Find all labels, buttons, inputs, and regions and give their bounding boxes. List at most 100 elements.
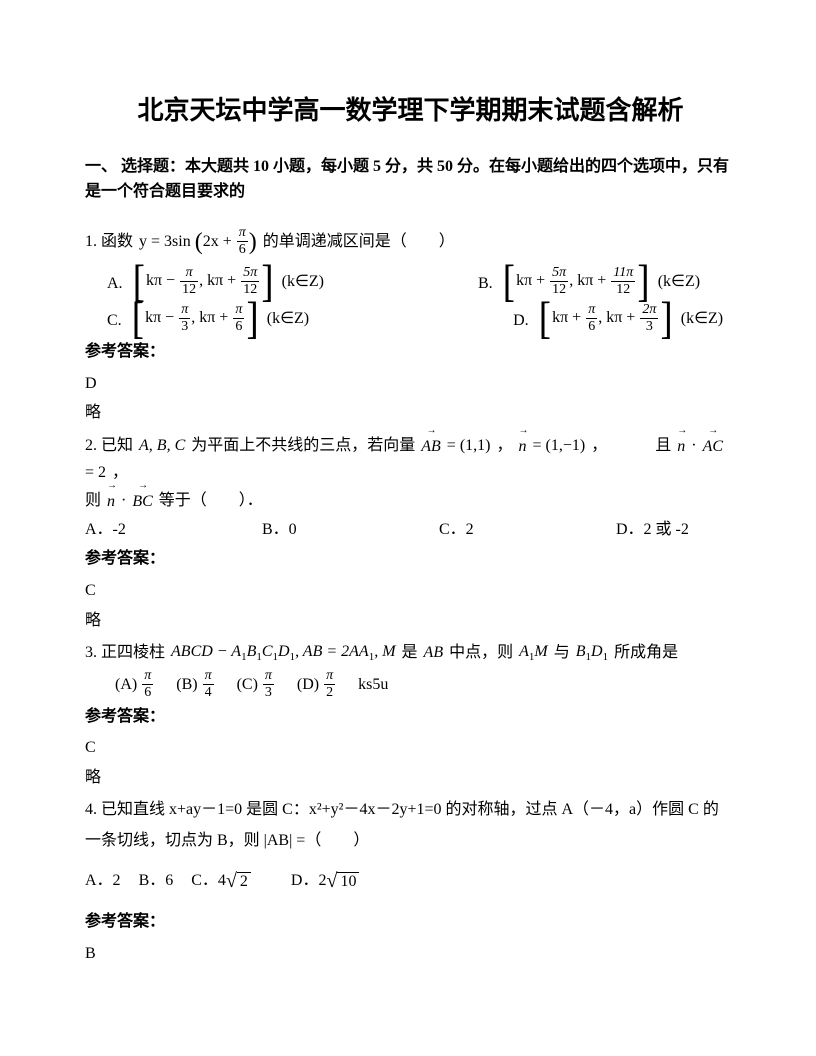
arrow-icon: →: [677, 428, 685, 434]
arrow-icon: →: [519, 428, 527, 434]
q3-answer: C: [85, 735, 736, 761]
vector-AB: →AB: [421, 432, 441, 460]
answer-heading: 参考答案：: [85, 704, 736, 730]
q3-brief: 略: [85, 765, 736, 791]
q1-optA-label: A.: [107, 271, 123, 299]
q1-optD-expr: [ kπ + π6, kπ + 2π3 ] (k∈Z): [537, 302, 723, 335]
frac-n: π: [233, 303, 244, 319]
q2-and: 且: [655, 433, 671, 459]
frac-d: 12: [611, 282, 635, 297]
answer-heading: 参考答案：: [85, 909, 736, 935]
q4-optD: D．2√10: [291, 868, 360, 894]
q1-optC-label: C.: [107, 308, 122, 336]
frac-n: 11π: [611, 266, 635, 282]
q1-optD-label: D.: [513, 308, 529, 336]
sqrt-icon: √10: [326, 872, 359, 891]
q3-optC-label: (C): [237, 672, 258, 698]
q3-mid2: 中点，则: [449, 640, 513, 666]
q3-prefix: 3. 正四棱柱: [85, 640, 165, 666]
rbracket-icon: ]: [636, 265, 651, 298]
q4-optD-label: D．2: [291, 872, 327, 889]
q4-optC: C．4√2: [191, 868, 251, 894]
sqrt-icon: √2: [226, 872, 251, 891]
q2-answer: C: [85, 578, 736, 604]
q4-options: A．2 B．6 C．4√2 D．2√10: [85, 868, 736, 894]
q1-argfrac: π6: [237, 226, 248, 257]
arrow-icon: →: [421, 428, 441, 434]
q1-optD-tail: (k∈Z): [681, 306, 723, 332]
q1-options-row1: A. [ kπ − π12, kπ + 5π12 ] (k∈Z) B. [ kπ…: [85, 265, 736, 298]
frac-n: π: [203, 669, 214, 685]
section-heading: 一、 选择题：本大题共 10 小题，每小题 5 分，共 50 分。在每小题给出的…: [85, 154, 736, 205]
vector-n3: →n: [107, 487, 115, 515]
q1-arg-pre: 2x +: [203, 233, 236, 250]
q3-options: (A) π6 (B) π4 (C) π3 (D) π2 ks5u: [115, 669, 736, 700]
vector-BC: →BC: [132, 487, 152, 515]
frac-d: 12: [180, 282, 198, 297]
q2-optC: C．2: [439, 517, 616, 543]
q1-optA-expr: [ kπ − π12, kπ + 5π12 ] (k∈Z): [131, 265, 324, 298]
q3-B1D1: B1D1: [576, 639, 608, 667]
q2-n-eq: = (1,−1): [533, 433, 586, 459]
frac-d: 6: [142, 685, 153, 700]
question-4-line2: 一条切线，切点为 B，则 |AB| =（ ）: [85, 828, 736, 854]
q1-options-row2: C. [ kπ − π3, kπ + π6 ] (k∈Z) D. [ kπ + …: [85, 302, 736, 335]
q3-tail: ks5u: [358, 672, 388, 698]
frac-d: 2: [324, 685, 335, 700]
q4-optC-label: C．4: [191, 872, 226, 889]
q3-AB: AB: [424, 640, 444, 666]
text: ，: [591, 433, 607, 459]
q1-func-pre: y = 3sin: [139, 233, 191, 250]
question-2-line2: 则 →n · →BC 等于（ ）．: [85, 487, 736, 515]
answer-heading: 参考答案：: [85, 339, 736, 365]
frac-n: 5π: [550, 266, 568, 282]
q3-mid4: 所成角是: [614, 640, 678, 666]
rbracket-icon: ]: [260, 265, 275, 298]
frac-n: π: [180, 266, 198, 282]
q1-prefix: 1. 函数: [85, 229, 133, 255]
frac-n: π: [237, 226, 248, 242]
frac-n: 5π: [241, 266, 259, 282]
lbracket-icon: [: [501, 265, 516, 298]
frac-n: π: [324, 669, 335, 685]
q2-then: 则: [85, 488, 101, 514]
q3-A1M: A1M: [519, 639, 548, 667]
rparen-icon: ): [249, 229, 257, 255]
q1-answer: D: [85, 371, 736, 397]
q1-optC-expr: [ kπ − π3, kπ + π6 ] (k∈Z): [130, 302, 309, 335]
q3-mid3: 与: [554, 640, 570, 666]
lparen-icon: (: [195, 229, 203, 255]
lbracket-icon: [: [130, 302, 145, 335]
q1-optB-label: B.: [478, 271, 493, 299]
page-title: 北京天坛中学高一数学理下学期期末试题含解析: [85, 90, 736, 132]
frac-d: 6: [237, 242, 248, 257]
q1-brief: 略: [85, 400, 736, 426]
q3-optA: (A) π6: [115, 669, 154, 700]
text: ，: [496, 433, 512, 459]
dot-op: ·: [691, 433, 696, 459]
answer-heading: 参考答案：: [85, 546, 736, 572]
q2-options: A．-2 B．0 C．2 D．2 或 -2: [85, 517, 736, 543]
arrow-icon: →: [132, 483, 152, 489]
question-4-line1: 4. 已知直线 x+ay－1=0 是圆 C：x²+y²－4x－2y+1=0 的对…: [85, 797, 736, 823]
q1-func: y = 3sin (2x + π6): [139, 223, 257, 261]
q4-optA: A．2: [85, 868, 121, 894]
frac-d: 3: [263, 685, 274, 700]
q2-optD: D．2 或 -2: [616, 517, 736, 543]
vector-n: →n: [519, 432, 527, 460]
frac-d: 6: [233, 319, 244, 334]
frac-n: π: [142, 669, 153, 685]
frac-n: π: [586, 303, 597, 319]
q2-optB: B．0: [262, 517, 439, 543]
q4-rootC: 2: [237, 872, 251, 891]
q3-optC: (C) π3: [237, 669, 275, 700]
q3-optB-label: (B): [176, 672, 197, 698]
frac-d: 12: [550, 282, 568, 297]
q1-optB-tail: (k∈Z): [658, 269, 700, 295]
q2-eq: 等于（ ）．: [159, 488, 263, 514]
q3-body: ABCD − A1B1C1D1, AB = 2AA1, M: [171, 639, 396, 667]
rbracket-icon: ]: [245, 302, 260, 335]
q2-prefix: 2. 已知: [85, 433, 133, 459]
q2-ab-eq: = (1,1): [447, 433, 491, 459]
question-2: 2. 已知 A, B, C 为平面上不共线的三点，若向量 →AB = (1,1)…: [85, 432, 736, 485]
